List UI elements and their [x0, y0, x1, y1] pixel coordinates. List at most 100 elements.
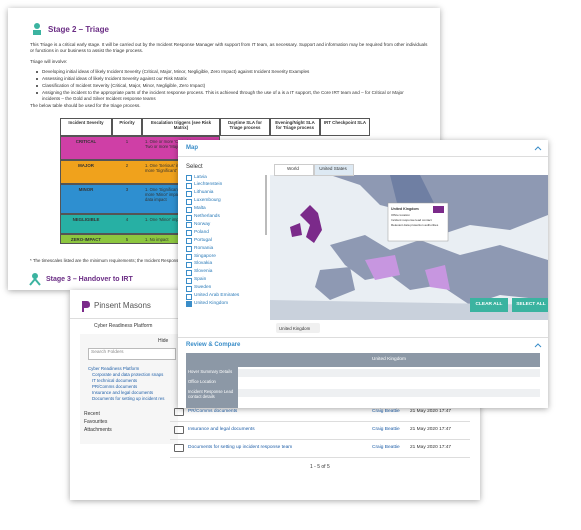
country-option[interactable]: Netherlands — [194, 214, 220, 219]
tab-label: World — [287, 166, 299, 171]
file-owner[interactable]: Craig Beattie — [372, 409, 400, 414]
file-date: 21 May 2020 17:47 — [410, 409, 452, 414]
folder-link[interactable]: Corporate and data protection snaps — [92, 372, 164, 377]
folder-link[interactable]: PR/Comms documents — [92, 384, 138, 389]
folder-icon — [174, 408, 184, 416]
country-option[interactable]: Luxembourg — [194, 198, 221, 204]
table-header: Daytime SLA for Triage process — [228, 120, 262, 131]
table-intro: The below table should be used for the t… — [30, 103, 141, 108]
stage-icon — [33, 23, 41, 35]
file-owner[interactable]: Craig Beattie — [372, 445, 400, 450]
checkbox[interactable] — [186, 293, 192, 300]
checkbox[interactable] — [186, 222, 192, 229]
logo-mark — [82, 301, 90, 312]
country-option[interactable]: United Arab Emirates — [194, 293, 240, 298]
country-option[interactable]: Singapore — [194, 253, 216, 259]
file-date: 21 May 2020 17:47 — [410, 445, 452, 450]
checkbox[interactable] — [186, 277, 192, 284]
checkbox[interactable] — [186, 285, 192, 292]
priority: 4 — [125, 217, 129, 222]
bullet: Developing initial ideas of likely Incid… — [42, 69, 310, 74]
table-row — [238, 379, 540, 387]
tab[interactable] — [274, 164, 314, 176]
row-divider — [170, 421, 470, 422]
country-option[interactable]: Malta — [194, 206, 206, 212]
stage-icon — [29, 273, 41, 286]
table-header-cell — [320, 118, 370, 136]
checkbox[interactable] — [186, 301, 192, 308]
divider — [178, 337, 548, 338]
country-option[interactable]: Slovakia — [194, 261, 213, 267]
search-box[interactable] — [88, 348, 176, 360]
checkbox[interactable] — [186, 269, 192, 276]
checkbox[interactable] — [186, 214, 192, 221]
collapse-icon[interactable] — [534, 145, 542, 151]
checkbox[interactable] — [186, 206, 192, 213]
country-option[interactable]: United Kingdom — [194, 300, 229, 306]
collapse-icon[interactable] — [534, 342, 542, 348]
action-button[interactable] — [512, 298, 548, 312]
folder-link[interactable]: IT technical documents — [92, 378, 138, 383]
country-option[interactable]: Sweden — [194, 285, 212, 291]
country-option[interactable]: Norway — [194, 221, 211, 227]
row-label: Incident Response Lead contact details — [188, 389, 234, 400]
country-option[interactable]: Spain — [194, 277, 207, 283]
country-option[interactable]: Romania — [194, 245, 214, 251]
row-divider — [170, 457, 470, 458]
file-name[interactable]: Insurance and legal documents — [188, 427, 255, 432]
action-button[interactable] — [470, 298, 508, 312]
table-header-bg — [238, 353, 540, 367]
file-name[interactable]: Documents for setting up incident respon… — [188, 445, 293, 450]
breadcrumb[interactable]: Cyber Readiness Platform — [94, 323, 153, 329]
country-option[interactable]: Latvia — [194, 174, 207, 180]
country-option[interactable]: Poland — [194, 229, 209, 235]
hide-button[interactable]: Hide — [158, 338, 169, 344]
file-owner[interactable]: Craig Beattie — [372, 427, 400, 432]
button-label: SELECT ALL — [516, 302, 546, 307]
bullet-dot — [36, 71, 38, 73]
checkbox[interactable] — [186, 182, 192, 189]
triggers: 1. One 'Serious' impact 2. Two or more '… — [145, 163, 207, 174]
country-option[interactable]: Lithuania — [194, 190, 214, 196]
nav-link[interactable]: Recent — [84, 411, 100, 417]
bullet-dot — [36, 85, 38, 87]
nav-link[interactable]: Attachments — [84, 427, 112, 433]
panel-title: Map — [186, 145, 198, 151]
checkbox[interactable] — [186, 246, 192, 253]
checkbox[interactable] — [186, 254, 192, 260]
tooltip-line: Incident response lead contact — [391, 218, 432, 222]
select-label: Select — [186, 164, 203, 170]
checkbox[interactable] — [186, 261, 192, 268]
folder-icon — [174, 444, 184, 452]
severity: MAJOR — [78, 163, 94, 168]
checkbox[interactable] — [186, 230, 192, 237]
folder-link[interactable]: Documents for setting up incident res — [92, 396, 165, 401]
checkbox[interactable] — [186, 175, 192, 181]
table-header: IRT Checkpoint SLA — [323, 120, 367, 125]
table-header: Priority — [119, 120, 135, 125]
checkbox[interactable] — [186, 190, 192, 197]
checkbox[interactable] — [186, 198, 192, 205]
country-option[interactable]: Liechtenstein — [194, 182, 223, 188]
paragraph: This Triage is a critical early stage. I… — [30, 42, 428, 53]
folder-link[interactable]: Cyber Readiness Platform — [88, 366, 140, 371]
checkbox[interactable] — [186, 238, 192, 245]
row-label: Hover Summary Details — [188, 369, 233, 374]
country-option[interactable]: Portugal — [194, 237, 212, 243]
nav-link[interactable]: Favourites — [84, 419, 108, 425]
chip[interactable] — [276, 323, 320, 333]
row-divider — [170, 439, 470, 440]
scrollbar — [265, 175, 267, 235]
bullet-dot — [36, 78, 38, 80]
tooltip-line: Relevant data protection authorities — [391, 223, 439, 227]
row-label: Office Location — [188, 379, 216, 384]
table-header-cell — [220, 118, 270, 136]
file-name[interactable]: PR/Comms documents — [188, 409, 238, 414]
tab[interactable] — [314, 164, 354, 176]
folder-link[interactable]: Insurance and legal documents — [92, 390, 154, 395]
table-row — [238, 369, 540, 377]
triggers: 1. One or more 'Critical' impacts 2. Two… — [145, 139, 209, 150]
table-header: Evening/Night SLA for Triage process — [275, 120, 315, 131]
country-option[interactable]: Slovenia — [194, 269, 213, 275]
next-stage: Stage 3 – Handover to IRT — [46, 276, 133, 283]
